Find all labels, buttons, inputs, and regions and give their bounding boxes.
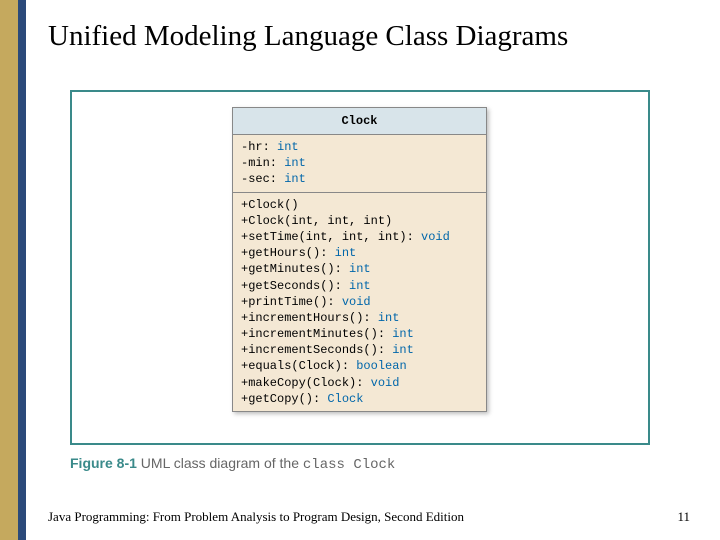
figure-caption: Figure 8-1 UML class diagram of the clas… xyxy=(70,455,395,473)
uml-line: +Clock() xyxy=(241,197,478,213)
uml-signature: +incrementHours(): xyxy=(241,311,371,325)
uml-line: +getCopy(): Clock xyxy=(241,391,478,407)
uml-type: int xyxy=(277,140,299,154)
slide-blue-border xyxy=(18,0,26,540)
uml-signature: -sec: xyxy=(241,172,277,186)
uml-signature: +incrementMinutes(): xyxy=(241,327,385,341)
uml-signature: +getMinutes(): xyxy=(241,262,342,276)
uml-line: +incrementHours(): int xyxy=(241,310,478,326)
uml-type: int xyxy=(392,343,414,357)
uml-line: -min: int xyxy=(241,155,478,171)
uml-methods-section: +Clock()+Clock(int, int, int)+setTime(in… xyxy=(233,193,486,411)
uml-type: int xyxy=(378,311,400,325)
uml-type: int xyxy=(284,172,306,186)
uml-line: -sec: int xyxy=(241,171,478,187)
uml-line: +makeCopy(Clock): void xyxy=(241,375,478,391)
uml-line: +incrementSeconds(): int xyxy=(241,342,478,358)
uml-signature: +getCopy(): xyxy=(241,392,320,406)
uml-signature: -min: xyxy=(241,156,277,170)
caption-mono: class Clock xyxy=(303,457,395,473)
uml-signature: +makeCopy(Clock): xyxy=(241,376,363,390)
uml-signature: +getSeconds(): xyxy=(241,279,342,293)
content-frame: Clock -hr: int-min: int-sec: int +Clock(… xyxy=(70,90,650,445)
uml-type: int xyxy=(392,327,414,341)
uml-line: +printTime(): void xyxy=(241,294,478,310)
uml-line: +equals(Clock): boolean xyxy=(241,358,478,374)
uml-class-name: Clock xyxy=(233,108,486,135)
uml-type: void xyxy=(371,376,400,390)
caption-text: UML class diagram of the xyxy=(141,455,303,471)
uml-signature: +incrementSeconds(): xyxy=(241,343,385,357)
uml-signature: +equals(Clock): xyxy=(241,359,349,373)
uml-type: int xyxy=(335,246,357,260)
uml-line: +incrementMinutes(): int xyxy=(241,326,478,342)
uml-line: +getSeconds(): int xyxy=(241,278,478,294)
uml-signature: +getHours(): xyxy=(241,246,327,260)
uml-type: void xyxy=(421,230,450,244)
page-number: 11 xyxy=(677,509,690,525)
uml-line: -hr: int xyxy=(241,139,478,155)
figure-label: Figure 8-1 xyxy=(70,455,137,471)
uml-line: +getMinutes(): int xyxy=(241,261,478,277)
uml-type: int xyxy=(349,279,371,293)
uml-line: +Clock(int, int, int) xyxy=(241,213,478,229)
uml-attributes-section: -hr: int-min: int-sec: int xyxy=(233,135,486,193)
uml-signature: +Clock() xyxy=(241,198,299,212)
uml-type: int xyxy=(284,156,306,170)
uml-signature: +Clock(int, int, int) xyxy=(241,214,392,228)
uml-type: Clock xyxy=(327,392,363,406)
footer-text: Java Programming: From Problem Analysis … xyxy=(48,509,464,525)
uml-line: +setTime(int, int, int): void xyxy=(241,229,478,245)
slide-footer: Java Programming: From Problem Analysis … xyxy=(48,509,690,525)
uml-class-box: Clock -hr: int-min: int-sec: int +Clock(… xyxy=(232,107,487,412)
uml-signature: -hr: xyxy=(241,140,270,154)
uml-line: +getHours(): int xyxy=(241,245,478,261)
uml-type: int xyxy=(349,262,371,276)
slide-title: Unified Modeling Language Class Diagrams xyxy=(48,20,568,53)
uml-signature: +setTime(int, int, int): xyxy=(241,230,414,244)
uml-signature: +printTime(): xyxy=(241,295,335,309)
uml-type: boolean xyxy=(356,359,406,373)
uml-type: void xyxy=(342,295,371,309)
slide-gold-border xyxy=(0,0,18,540)
